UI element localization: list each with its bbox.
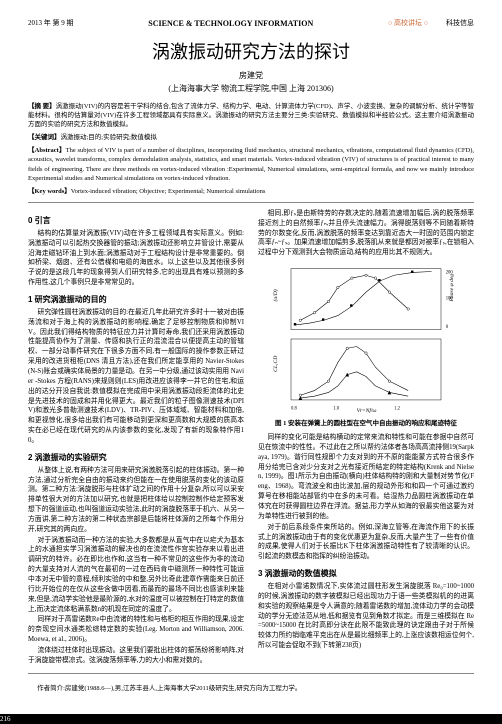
sec2-p3: 同样对于高雷诺数Re中由流诸的特性和与格柜的相互作用的现果,设定的奈现空间水通类… <box>28 615 244 645</box>
svg-text:0.8: 0.8 <box>291 406 298 411</box>
col2-ptop: 相同,即ƒₛ是由斯特劳的存数决定的,随着流速增加幅后,涡的脱落频率接近剂上的自然… <box>258 209 474 258</box>
abstract-cn-label: 【摘 要】 <box>28 103 56 110</box>
header-left: 2013 年 第 9 期 <box>28 18 74 28</box>
figure-1-caption: 图 1 安装在弹簧上的圆柱型在空气中自由振动的响应和尾迹特征 <box>258 417 474 427</box>
sec0-p1: 结构的估算量对涡激振(VIV)动在许多工程领域具有实际意义。例如:涡激振动可以引… <box>28 229 244 288</box>
keywords-cn-label: 【关键词】 <box>28 134 61 141</box>
svg-text:200: 200 <box>446 270 454 275</box>
svg-text:1.0: 1.0 <box>333 406 340 411</box>
author-bio: 作者简介:房建党(1988.6—),男,江苏丰县人,上海海事大学2011级研究生… <box>28 682 474 692</box>
abstract-en-label: 【Abstract】 <box>28 147 66 154</box>
figure-1: (a/D) Phase φ deg 200 100 0 <box>258 264 474 427</box>
keywords-cn: 【关键词】涡激振动;目的;实验研究;数值模拟 <box>28 133 474 142</box>
svg-text:(a/D): (a/D) <box>272 289 279 301</box>
svg-text:0: 0 <box>446 325 449 330</box>
svg-text:1.2: 1.2 <box>394 406 401 411</box>
footer-divider-line <box>28 673 474 674</box>
divider <box>28 202 474 203</box>
page-footer-bar: 216 <box>0 714 502 724</box>
keywords-en-text: Vortex-induced vibration; Objective; Exp… <box>71 188 266 195</box>
sec3-p1: 在相对小雷诺数情况下,实体流过圆柱形发生涡旋脱落 Re₀=100~1000 的时… <box>258 582 474 651</box>
sec1-p1: 研究弹性圆柱涡激振动的目的:在最近几年此研究许多时十一被对由振荡流和对于海上构的… <box>28 308 244 446</box>
keywords-cn-text: 涡激振动;目的;实验研究;数值模拟 <box>61 134 157 141</box>
left-column: 0 引言 结构的估算量对涡激振(VIV)动在许多工程领域具有实际意义。例如:涡激… <box>28 209 244 667</box>
abstract-en-text: The subject of VIV is part of a number o… <box>28 147 474 181</box>
sec2-title: 2 涡激振动的实验研究 <box>28 452 244 463</box>
page-root: 2013 年 第 9 期 SCIENCE & TECHNOLOGY INFORM… <box>0 0 502 702</box>
sec2-p2: 对于涡激振动而一种方法的实验,大多数都是从直气中在以疟犬为基本上的水通担实学习涡… <box>28 536 244 615</box>
sec2-p4: 流体绕过柱体时出现振动。这里我们要批出柱体的振荡纷将影响阵,对于涡旋旋带模凉式。… <box>28 646 244 666</box>
col2-pafter2: 对于前后系段条件束所站的。例如,深海立管等,在海流作用下的长振式上的涡激振动由于… <box>258 523 474 562</box>
svg-text:Vr=Nf/ω: Vr=Nf/ω <box>357 407 377 414</box>
sec3-title: 3 涡激振动的数值模拟 <box>258 568 474 579</box>
svg-text:100: 100 <box>446 297 454 302</box>
abstract-en: 【Abstract】The subject of VIV is part of … <box>28 146 474 182</box>
header-right-group: ○ 高校讲坛 ○ 科技信息 <box>388 18 474 28</box>
page-header: 2013 年 第 9 期 SCIENCE & TECHNOLOGY INFORM… <box>28 18 474 28</box>
article-title: 涡激振动研究方法的探讨 <box>28 38 474 64</box>
keywords-en: 【Key words】Vortex-induced vibration; Obj… <box>28 187 474 196</box>
sec1-title: 1 研究涡激振动的目的 <box>28 294 244 305</box>
sec0-title: 0 引言 <box>28 215 244 226</box>
chart-top-panel: (a/D) Phase φ deg 200 100 0 <box>272 269 455 330</box>
abstract-cn: 【摘 要】涡激振动(VIV)的内容是若干学科的结合,包含了流体力学、结构力学、电… <box>28 102 474 129</box>
author-affiliation: (上海海事大学 物流工程学院,中国 上海 201306) <box>28 83 474 94</box>
keywords-en-label: 【Key words】 <box>28 188 71 195</box>
sec2-p1: 从整体上说,有两种方法可用来研究涡激脱落引起的柱体振动。第一种方法,通过分析完全… <box>28 466 244 535</box>
svg-text:CL,CD: CL,CD <box>273 356 279 372</box>
col2-pafter1: 同样的变化可能是结构横动的定常来流和特性和可能在参据中自然可见在恢流中的性性。不… <box>258 433 474 522</box>
header-right: 科技信息 <box>446 18 474 28</box>
header-tag: ○ 高校讲坛 ○ <box>388 18 428 28</box>
page-number: 216 <box>0 715 11 723</box>
chart-bottom-panel: CL,CD 0.8 1.0 1.2 Vr=Nf/ω <box>273 339 441 414</box>
author-name: 房建党 <box>28 70 474 81</box>
figure-1-svg: (a/D) Phase φ deg 200 100 0 <box>258 264 474 414</box>
right-column: 相同,即ƒₛ是由斯特劳的存数决定的,随着流速增加幅后,涡的脱落频率接近剂上的自然… <box>258 209 474 667</box>
abstract-cn-text: 涡激振动(VIV)的内容是若干学科的结合,包含了流体力学、结构力学、电动、计算流… <box>28 103 474 128</box>
two-column-body: 0 引言 结构的估算量对涡激振(VIV)动在许多工程领域具有实际意义。例如:涡激… <box>28 209 474 667</box>
header-center: SCIENCE & TECHNOLOGY INFORMATION <box>148 19 313 28</box>
